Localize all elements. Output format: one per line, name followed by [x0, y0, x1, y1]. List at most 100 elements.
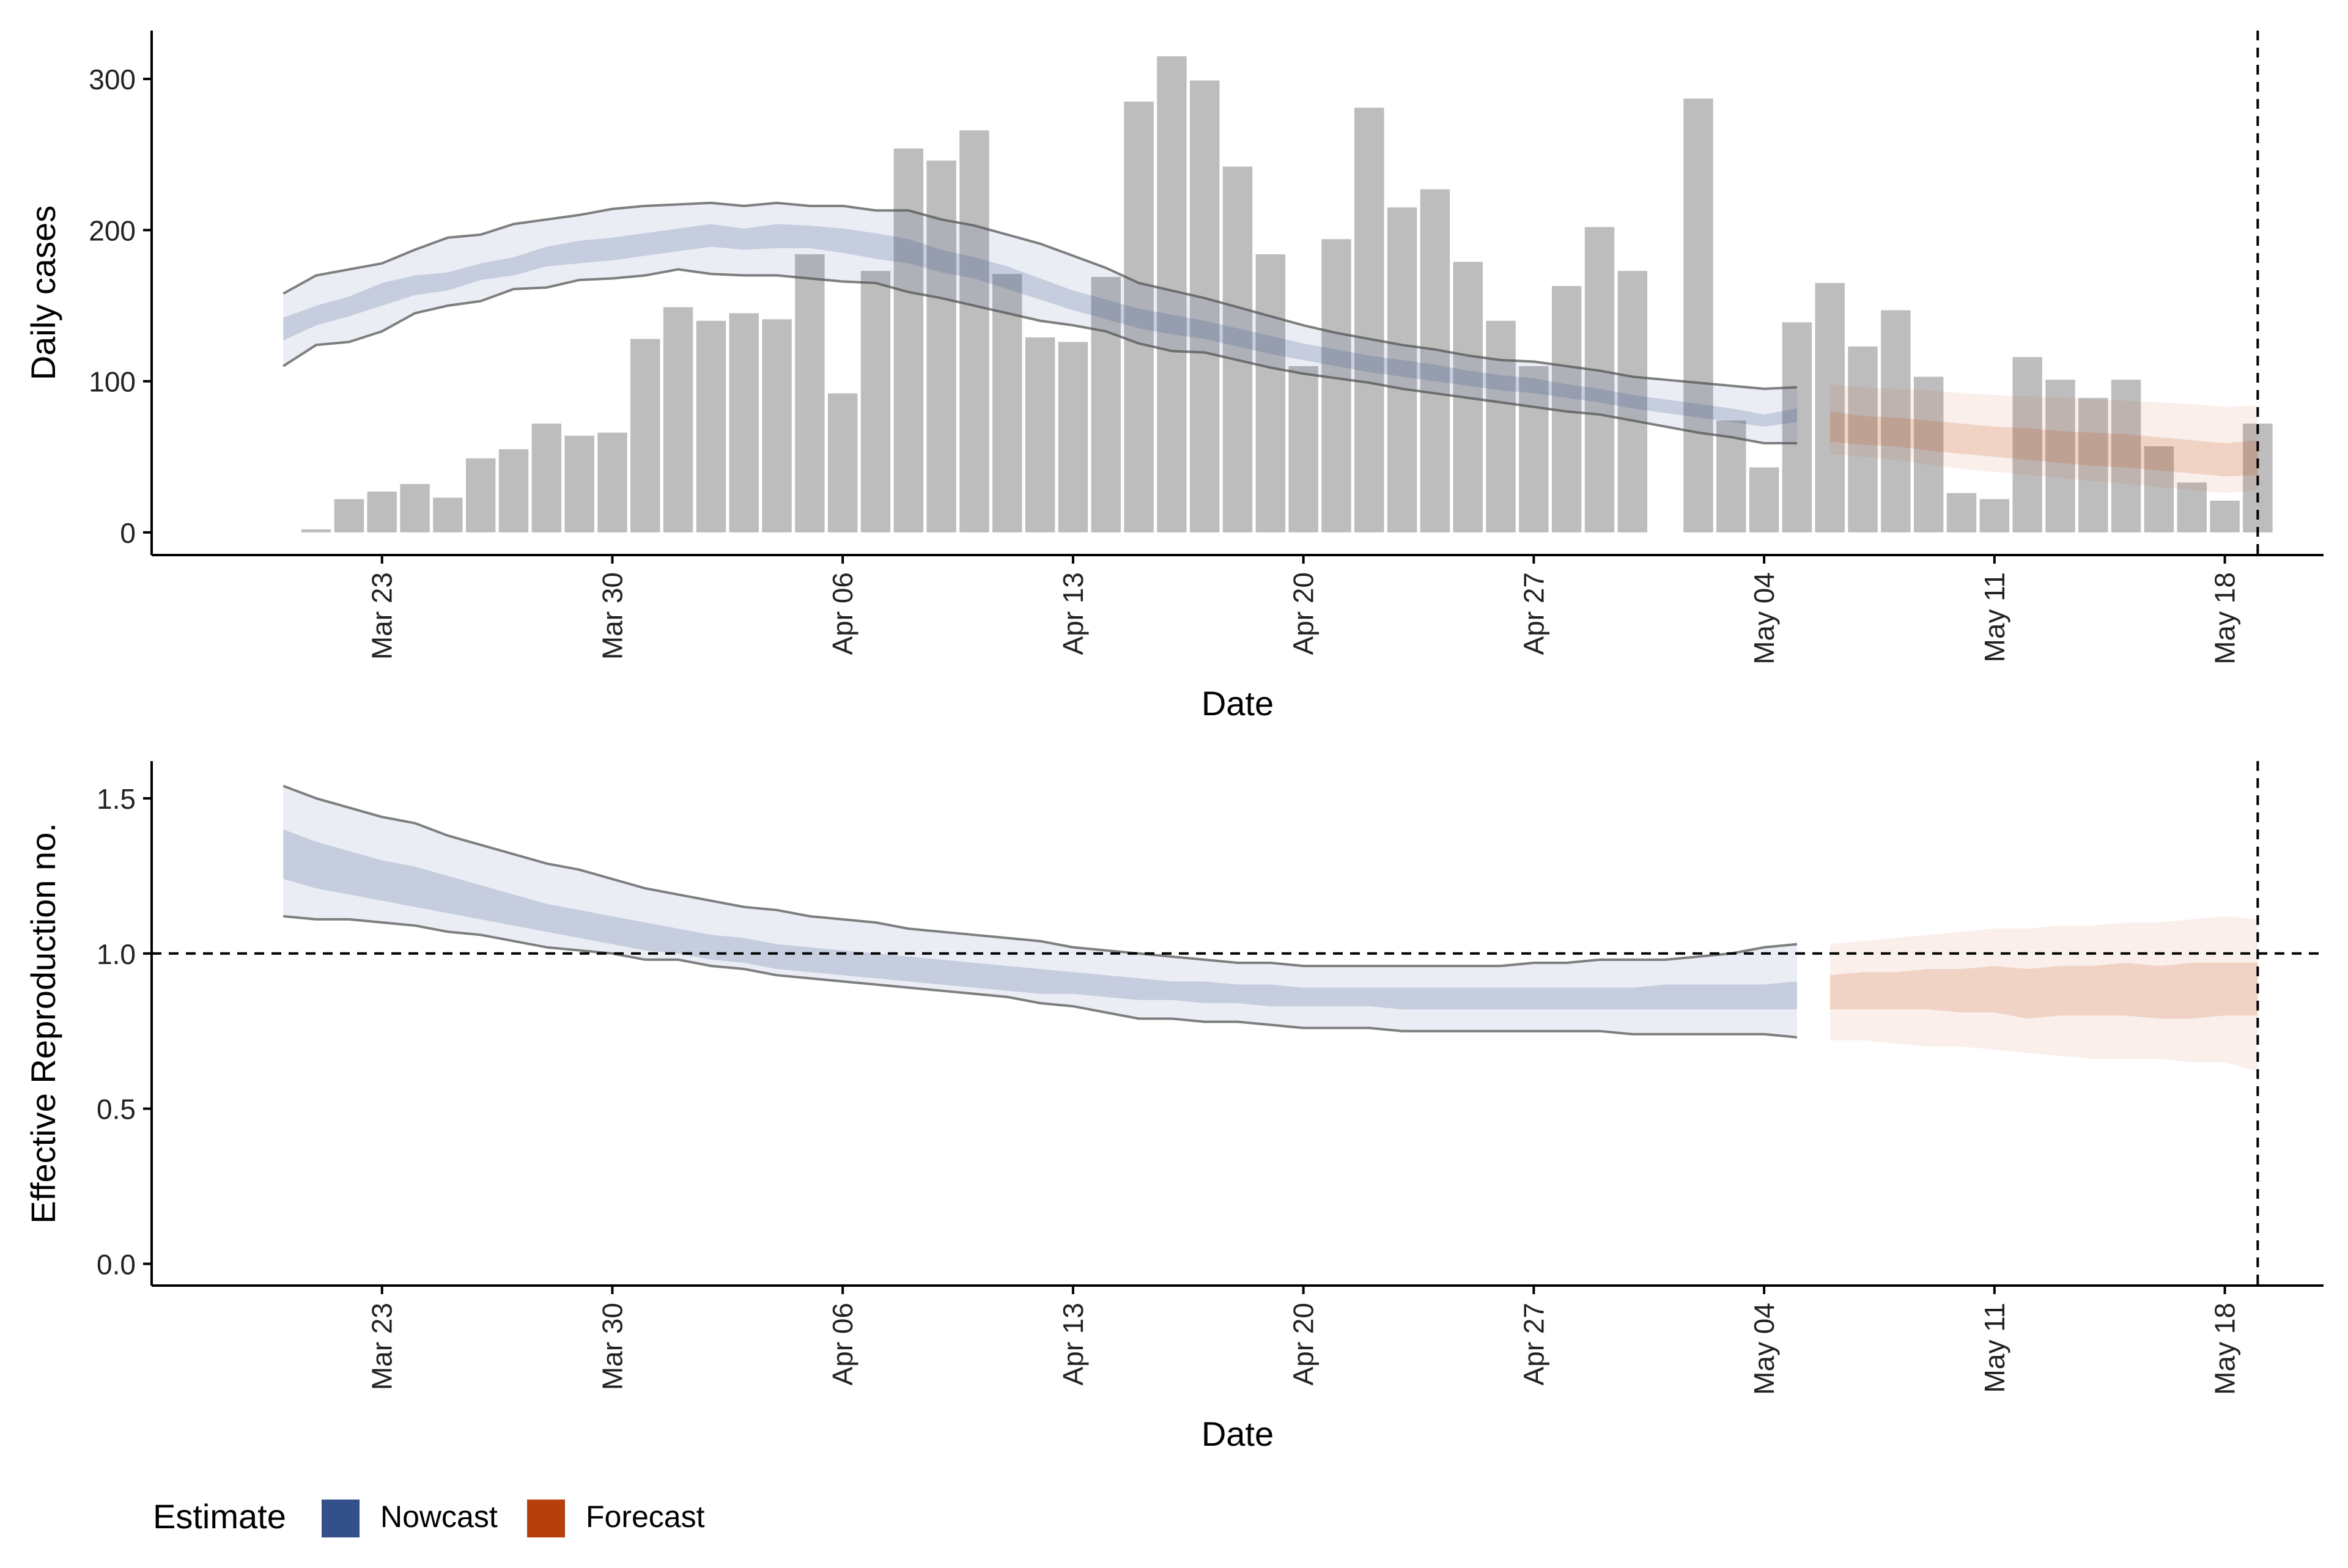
cases-bar — [1091, 277, 1121, 532]
cases-bar — [2078, 397, 2108, 532]
legend: Estimate Nowcast Forecast — [153, 1497, 705, 1537]
cases-bar — [1255, 254, 1286, 532]
cases-bar — [2144, 446, 2174, 532]
cases-bar — [2177, 482, 2207, 532]
cases-bands — [283, 202, 2258, 493]
cases-bar — [893, 148, 924, 532]
cases-bar — [1486, 320, 1516, 532]
rt-x-tick-label: May 18 — [2209, 1303, 2241, 1395]
cases-bar — [1124, 101, 1154, 532]
cases-bars — [301, 56, 2273, 532]
cases-bar — [663, 307, 693, 532]
cases-nowcast-band-50 — [283, 224, 1797, 427]
cases-bar — [334, 499, 364, 532]
cases-bar — [1815, 282, 1845, 532]
cases-bar — [1420, 189, 1450, 532]
cases-bar — [827, 393, 858, 532]
cases-bar — [367, 491, 397, 532]
rt-y-tick-label: 0.0 — [97, 1248, 136, 1280]
cases-bar — [1979, 499, 2010, 532]
cases-bar — [1848, 346, 1878, 532]
cases-bar — [1354, 108, 1384, 532]
cases-bar — [860, 271, 891, 532]
cases-bar — [564, 435, 594, 532]
cases-bar — [959, 130, 989, 532]
rt-x-tick-label: Mar 30 — [596, 1303, 628, 1390]
cases-y-tick-label: 300 — [89, 64, 136, 95]
rt-x-tick-label: Apr 13 — [1057, 1303, 1089, 1386]
cases-bar — [1913, 377, 1944, 532]
cases-bar — [1058, 342, 1088, 532]
cases-forecast-band-50 — [1829, 411, 2258, 477]
legend-title: Estimate — [153, 1497, 286, 1536]
cases-bar — [1222, 166, 1253, 532]
legend-label-forecast: Forecast — [586, 1500, 705, 1534]
cases-bar — [795, 254, 825, 532]
rt-reference-lines — [152, 761, 2324, 1286]
cases-bar — [1617, 271, 1648, 532]
rt-x-tick-label: May 04 — [1748, 1303, 1780, 1395]
cases-bar — [498, 449, 529, 532]
cases-bar — [2045, 380, 2075, 532]
rt-nowcast-band-90 — [283, 786, 1797, 1037]
cases-x-tick-label: Apr 13 — [1057, 572, 1089, 655]
cases-x-tick-label: Apr 06 — [827, 572, 858, 655]
cases-bar — [1881, 310, 1911, 532]
cases-y-axis-label: Daily cases — [24, 205, 62, 380]
rt-x-tick-label: Apr 06 — [827, 1303, 858, 1386]
cases-interval-lines — [282, 201, 1798, 445]
cases-x-tick-label: May 04 — [1748, 572, 1780, 664]
rt-nowcast-band-50 — [283, 829, 1797, 1010]
cases-bar — [992, 274, 1022, 532]
cases-bar — [1025, 337, 1055, 532]
cases-bar — [597, 432, 627, 532]
rt-x-tick-label: May 11 — [1979, 1303, 2010, 1393]
cases-bar — [1288, 366, 1318, 532]
cases-bar — [1782, 322, 1812, 532]
cases-bar — [301, 529, 331, 532]
cases-bar — [531, 423, 562, 532]
cases-bar — [1157, 56, 1187, 532]
cases-bar — [1189, 80, 1220, 532]
cases-forecast-band-90 — [1829, 384, 2258, 493]
cases-bar — [1749, 467, 1779, 532]
cases-bar — [2012, 357, 2042, 532]
cases-bar — [433, 498, 463, 532]
cases-axes: 0 100 200 300 Mar 23 Mar 30 Apr 06 Apr 13 Apr 20… — [89, 31, 2324, 664]
rt-y-tick-label: 0.5 — [97, 1094, 136, 1125]
cases-bar — [696, 320, 726, 532]
cases-x-tick-label: Mar 23 — [366, 572, 398, 660]
rt-upper-interval-line — [282, 784, 1798, 968]
cases-x-tick-label: Mar 30 — [596, 572, 628, 660]
rt-interval-lines — [282, 784, 1798, 1039]
cases-x-tick-label: Apr 27 — [1518, 572, 1549, 655]
cases-y-tick-label: 100 — [89, 366, 136, 398]
legend-swatch-forecast — [527, 1500, 565, 1537]
cases-bar — [465, 458, 496, 532]
legend-label-nowcast: Nowcast — [380, 1500, 498, 1534]
cases-y-tick-label: 200 — [89, 215, 136, 246]
rt-lower-interval-line — [283, 915, 1798, 1039]
cases-panel: 0 100 200 300 Mar 23 Mar 30 Apr 06 Apr 13 Apr 20… — [24, 31, 2324, 723]
rt-forecast-band-50 — [1829, 963, 2258, 1019]
rt-x-axis-label: Date — [1202, 1415, 1274, 1453]
legend-swatch-nowcast — [322, 1500, 360, 1537]
rt-y-tick-label: 1.0 — [97, 938, 136, 970]
cases-bar — [1946, 493, 1977, 532]
rt-y-axis-label: Effective Reproduction no. — [24, 823, 62, 1224]
cases-bar — [400, 484, 430, 532]
cases-bar — [2210, 500, 2240, 532]
rt-y-tick-label: 1.5 — [97, 783, 136, 815]
cases-bar — [630, 339, 660, 532]
rt-panel: 0.0 0.5 1.0 1.5 Mar 23 Mar 30 Apr 06 Apr 13 Apr … — [24, 761, 2324, 1453]
rt-x-tick-label: Mar 23 — [366, 1303, 398, 1390]
cases-upper-interval-line — [282, 201, 1798, 391]
cases-nowcast-band-90 — [283, 202, 1797, 444]
cases-x-tick-label: May 11 — [1979, 572, 2010, 662]
rt-forecast-band-90 — [1829, 916, 2258, 1072]
cases-bar — [1321, 239, 1351, 532]
cases-x-tick-label: Apr 20 — [1288, 572, 1320, 655]
cases-bar — [1387, 207, 1417, 532]
